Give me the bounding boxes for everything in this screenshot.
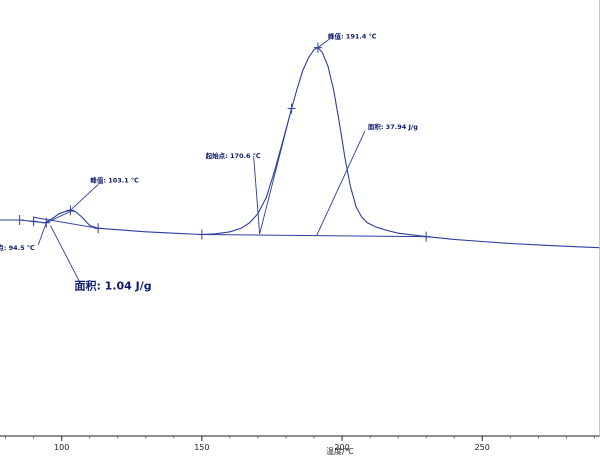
peak-baseline-line xyxy=(33,216,99,229)
curve-marker xyxy=(29,216,38,227)
x-tick-label: 200 xyxy=(334,443,349,452)
annotation-leader-line xyxy=(70,183,99,211)
annotation: 峰值: 191.4 ℃ xyxy=(317,32,377,48)
onset-tangent-line xyxy=(259,108,293,234)
annotation-label: 起始点: 170.6 ℃ xyxy=(205,151,261,160)
annotation: 峰值: 103.1 ℃ xyxy=(70,175,139,211)
annotation-label: 起始点: 94.5 ℃ xyxy=(0,243,35,252)
annotations-layer: 峰值: 103.1 ℃ 起始点: 94.5 ℃ 面积: 1.04 J/g 峰值: 19… xyxy=(0,32,418,293)
annotation: 起始点: 94.5 ℃ xyxy=(0,222,47,252)
curve-marker xyxy=(422,231,431,242)
curve-marker xyxy=(197,229,206,240)
dsc-curve-line xyxy=(0,46,600,249)
annotation-label: 面积: 1.04 J/g xyxy=(74,279,151,293)
annotation-leader-line xyxy=(317,38,331,48)
annotation: 起始点: 170.6 ℃ xyxy=(205,151,261,234)
x-tick-label: 100 xyxy=(54,443,69,452)
markers-layer xyxy=(15,42,431,242)
annotation-leader-line xyxy=(50,225,81,284)
lines-layer xyxy=(0,46,600,249)
x-tick-label: 150 xyxy=(194,443,209,452)
annotation-label: 峰值: 191.4 ℃ xyxy=(328,32,377,41)
annotation-label: 面积: 37.94 J/g xyxy=(368,122,418,131)
peak-baseline-line xyxy=(201,234,427,238)
annotation: 面积: 37.94 J/g xyxy=(316,122,418,236)
annotation: 面积: 1.04 J/g xyxy=(50,225,152,293)
curve-marker xyxy=(15,215,24,225)
x-axis: 温度/℃ 100 150 200 250 xyxy=(0,0,600,456)
onset-tangent-line xyxy=(46,209,74,224)
x-axis-title: 温度/℃ xyxy=(326,446,354,456)
annotation-leader-line xyxy=(37,222,47,245)
curve-marker xyxy=(287,103,296,114)
annotation-leader-line xyxy=(253,155,261,234)
curve-marker xyxy=(94,223,103,234)
annotation-leader-line xyxy=(316,131,366,236)
annotation-label: 峰值: 103.1 ℃ xyxy=(90,175,139,184)
x-tick-label: 250 xyxy=(475,443,490,452)
